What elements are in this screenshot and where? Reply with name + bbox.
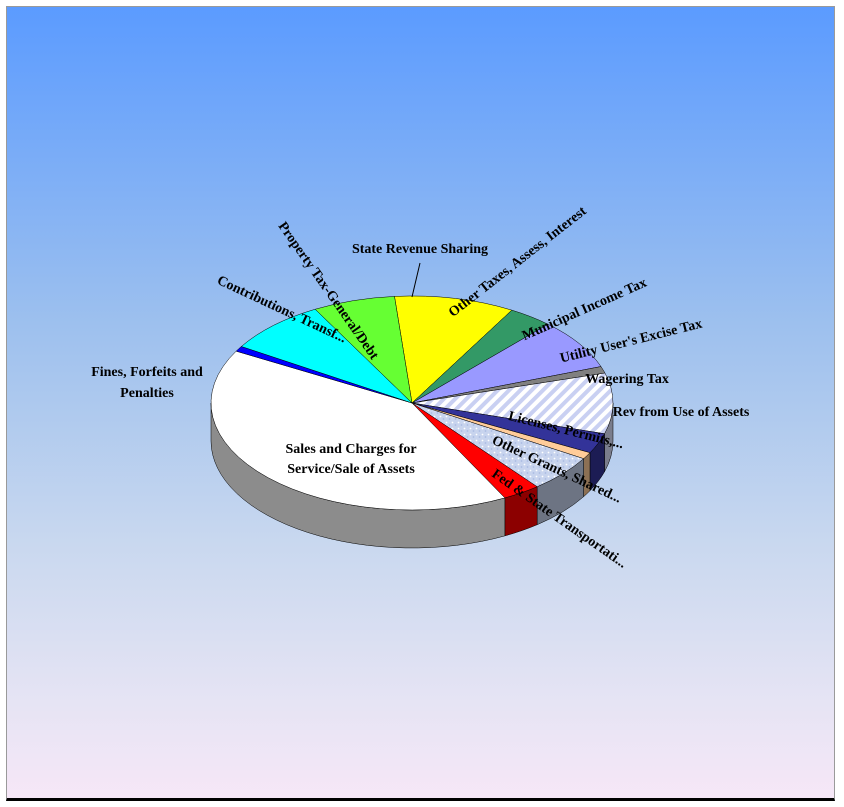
slice-label-other-taxes-assess-interest: Other Taxes, Assess, Interest (446, 204, 590, 321)
slice-label-text: Other Taxes, Assess, Interest (446, 204, 590, 321)
leader-line (411, 262, 421, 298)
slice-label-wagering-tax: Wagering Tax (585, 372, 669, 387)
pie-slice-municipal-income-tax (411, 323, 602, 404)
slice-label-rev-from-use-of-assets: Rev from Use of Assets (613, 405, 750, 420)
slice-label-state-revenue-sharing: State Revenue Sharing (352, 242, 488, 257)
slice-label-text: Fines, Forfeits and (91, 365, 203, 380)
slice-label-text: Rev from Use of Assets (613, 405, 750, 420)
pie-slice-wagering-tax (411, 372, 614, 435)
slice-label-text: Wagering Tax (585, 372, 669, 387)
slice-label-fines-forfeits-and-penalties: Fines, Forfeits and Penalties (91, 365, 203, 401)
slice-label-text-line2: Penalties (120, 386, 174, 401)
pie-slice-state-revenue-sharing (394, 295, 513, 404)
slice-label-text: State Revenue Sharing (352, 242, 488, 257)
slice-label-text-line2: Service/Sale of Assets (287, 462, 415, 477)
chart-area: State Revenue Sharing Other Taxes, Assess… (6, 6, 835, 801)
slice-label-utility-user-s-excise-tax: Utility User's Excise Tax (559, 317, 704, 367)
slice-label-text: Utility User's Excise Tax (559, 317, 704, 367)
pie-slice-sales-and-charges-for-service-sale-of-assets (210, 350, 506, 511)
pie-slice-contributions-transf (240, 308, 413, 404)
pie-slice-property-tax-general-debt (314, 296, 413, 404)
slice-label-sales-and-charges-for-service-sale-of-assets: Sales and Charges for Service/Sale of Ass… (285, 442, 416, 477)
slice-label-text: Sales and Charges for (285, 442, 416, 457)
